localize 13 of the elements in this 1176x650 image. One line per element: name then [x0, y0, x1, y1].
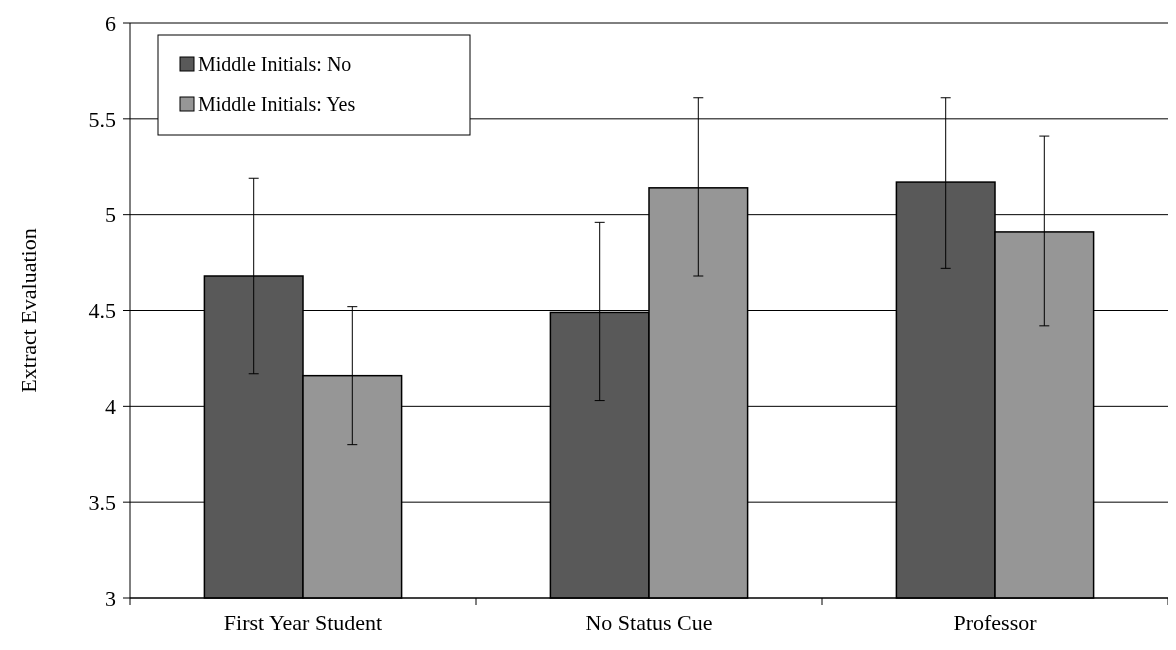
y-tick-label: 6	[105, 10, 116, 36]
y-axis-title: Extract Evaluation	[16, 228, 41, 393]
y-tick-label: 5	[105, 202, 116, 228]
y-tick-label: 4.5	[88, 298, 116, 324]
y-tick-label: 4	[105, 394, 116, 420]
legend-label: Middle Initials: No	[198, 53, 352, 75]
y-tick-label: 5.5	[88, 106, 116, 132]
y-tick-label: 3	[105, 585, 116, 611]
x-tick-label: First Year Student	[223, 610, 383, 635]
y-tick-label: 3.5	[88, 489, 116, 515]
x-tick-label: No Status Cue	[585, 610, 713, 635]
legend-label: Middle Initials: Yes	[198, 93, 356, 115]
x-tick-label: Professor	[953, 610, 1038, 635]
